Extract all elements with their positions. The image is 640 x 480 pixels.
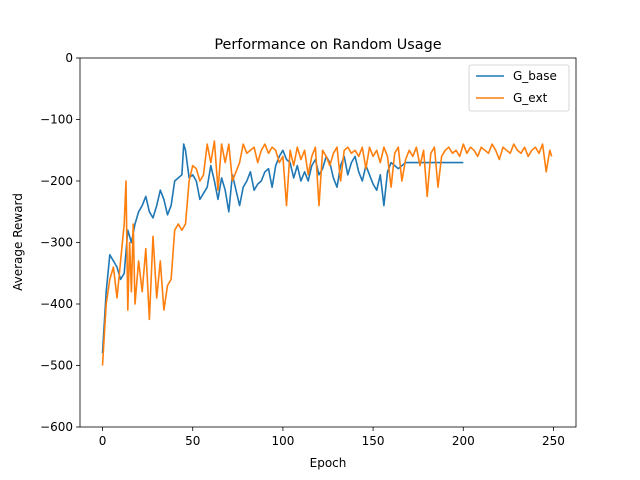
x-tick-label: 200 — [452, 434, 475, 448]
y-tick-label: −100 — [40, 113, 73, 127]
legend: G_base G_ext — [468, 64, 570, 112]
x-tick-label: 100 — [271, 434, 294, 448]
y-tick-label: −200 — [40, 174, 73, 188]
x-tick-label: 150 — [362, 434, 385, 448]
y-axis: 0 −100 −200 −300 −400 −500 −600 — [40, 51, 80, 434]
y-tick-label: 0 — [65, 51, 73, 65]
x-axis-label: Epoch — [310, 456, 347, 470]
y-tick-label: −600 — [40, 420, 73, 434]
legend-label-g-ext: G_ext — [513, 91, 548, 105]
legend-label-g-base: G_base — [513, 69, 557, 83]
series-line-g-base — [101, 143, 464, 354]
y-tick-label: −400 — [40, 297, 73, 311]
chart-title: Performance on Random Usage — [214, 37, 441, 53]
x-tick-label: 50 — [185, 434, 200, 448]
y-tick-label: −300 — [40, 236, 73, 250]
y-axis-label: Average Reward — [11, 193, 25, 291]
x-tick-label: 0 — [99, 434, 107, 448]
series-line-g-ext — [101, 140, 553, 366]
plot-lines — [101, 140, 553, 366]
x-tick-label: 250 — [542, 434, 565, 448]
x-axis: 0 50 100 150 200 250 — [99, 427, 565, 448]
y-tick-label: −500 — [40, 359, 73, 373]
